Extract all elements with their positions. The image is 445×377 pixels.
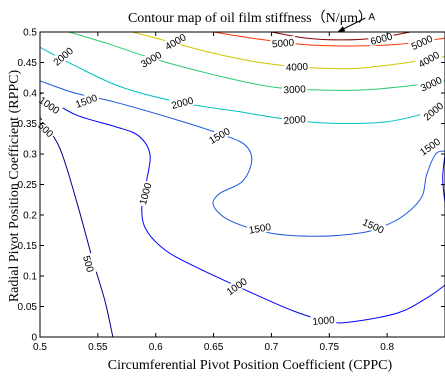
contour-label-5000: 5000 [272, 38, 296, 51]
contour-label-group-1500-2: 1500 [246, 220, 274, 237]
contour-label-group-3000-0: 3000 [137, 47, 165, 71]
annotation-label: A [368, 12, 375, 23]
contour-label-bg [36, 93, 64, 117]
contour-line-2000-0 [39, 46, 445, 125]
y-axis-ticks: 0 0.05 0.1 0.15 0.2 0.25 0.3 0.35 0.4 0.45 0.5 [18, 28, 445, 344]
x-tick-label: 0.65 [204, 342, 224, 353]
contour-label-1000: 1000 [312, 315, 336, 328]
contour-label-1500: 1500 [248, 222, 272, 237]
contour-label-bg [81, 252, 97, 275]
contour-label-group-1000-3: 1000 [310, 313, 337, 328]
contour-line-5000-0 [213, 31, 445, 47]
y-tick-label: 0 [31, 333, 37, 344]
contour-label-bg [72, 90, 100, 110]
contour-line-1500-0 [39, 80, 445, 237]
contour-label-group-2000-1: 2000 [168, 93, 196, 112]
contour-label-2000: 2000 [170, 95, 195, 111]
y-axis-label: Radial Pivot Position Coefficient (RPPC) [7, 70, 22, 303]
contour-label-bg [161, 30, 189, 53]
contour-label-bg [136, 179, 154, 208]
contour-label-bg [281, 112, 308, 126]
annotation-a: A [337, 12, 375, 32]
contour-label-group-1500-3: 1500 [359, 215, 388, 237]
contour-label-group-1500-1: 1500 [205, 124, 233, 147]
annotation-arrowhead [337, 26, 346, 32]
y-tick-label: 0.15 [18, 241, 38, 252]
contour-label-group-2000-3: 2000 [419, 98, 445, 124]
x-axis-ticks: 0.5 0.55 0.6 0.65 0.7 0.75 0.8 [33, 32, 395, 353]
contour-label-group-5000-0: 5000 [269, 35, 296, 51]
x-tick-label: 0.8 [380, 342, 394, 353]
chart-title: Contour map of oil film stiffness（N/μm） [128, 10, 372, 26]
contour-label-group-1500-4: 1500 [416, 134, 444, 159]
contour-label-bg [137, 47, 165, 71]
contour-label-group-1000-2: 1000 [222, 274, 250, 298]
contour-label-4000: 4000 [286, 62, 309, 74]
x-tick-label: 0.55 [88, 342, 108, 353]
contour-label-bg [281, 82, 308, 95]
contour-label-bg [359, 215, 388, 236]
contour-label-bg [246, 220, 274, 236]
y-tick-label: 0.35 [18, 119, 38, 130]
contour-label-group-1000-1: 1000 [136, 179, 155, 208]
contour-label-bg [416, 134, 444, 159]
contour-label-bg [407, 31, 436, 53]
y-tick-label: 0.2 [23, 211, 37, 222]
contour-label-bg [269, 35, 296, 50]
contour-label-group-500-1: 500 [80, 252, 97, 275]
y-tick-label: 0.4 [23, 89, 37, 100]
y-tick-label: 0.1 [23, 272, 37, 283]
contour-label-1000: 1000 [138, 181, 154, 206]
contour-label-bg [419, 98, 445, 124]
contour-label-bg [205, 124, 233, 147]
contour-label-3000: 3000 [283, 84, 306, 96]
contour-label-bg [222, 274, 250, 298]
contour-label-group-2000-2: 2000 [281, 112, 308, 127]
annotation-arrow [343, 17, 366, 30]
contour-label-5000: 5000 [410, 33, 435, 53]
y-tick-label: 0.5 [23, 28, 37, 39]
y-tick-label: 0.45 [18, 58, 38, 69]
contour-label-group-3000-2: 3000 [417, 73, 445, 95]
x-tick-label: 0.6 [149, 342, 163, 353]
contour-label-group-4000-1: 4000 [284, 60, 310, 74]
contour-lines [39, 31, 445, 338]
contour-label-group-500-0: 500 [35, 118, 57, 140]
contour-label-3000: 3000 [419, 75, 444, 95]
contour-label-group-4000-2: 4000 [414, 47, 443, 71]
y-tick-label: 0.05 [18, 302, 38, 313]
contour-label-bg [414, 47, 443, 71]
contour-label-bg [310, 313, 337, 327]
contour-label-group-4000-0: 4000 [161, 30, 189, 53]
contour-line-500-0 [39, 117, 114, 338]
contour-line-1000-0 [39, 92, 445, 324]
x-tick-label: 0.7 [264, 342, 278, 353]
contour-label-2000: 2000 [283, 114, 307, 127]
contour-label-bg [284, 60, 310, 73]
plot-frame [39, 31, 445, 338]
contour-label-group-1000-0: 1000 [36, 93, 64, 117]
contour-line-1000-1 [442, 153, 445, 203]
contour-label-bg [417, 73, 445, 94]
contour-label-group-3000-1: 3000 [281, 82, 308, 96]
contour-label-1500: 1500 [74, 93, 99, 111]
x-axis-label: Circumferential Pivot Position Coefficie… [108, 358, 393, 373]
contour-label-group-2000-0: 2000 [49, 43, 76, 69]
y-tick-label: 0.25 [18, 180, 38, 191]
y-tick-label: 0.3 [23, 150, 37, 161]
x-tick-label: 0.5 [33, 342, 47, 353]
contour-label-500: 500 [80, 255, 95, 274]
contour-label-group-5000-1: 5000 [407, 31, 436, 53]
contour-label-bg [49, 43, 76, 69]
x-tick-label: 0.75 [320, 342, 340, 353]
contour-label-bg [367, 29, 395, 47]
contour-label-1500: 1500 [360, 217, 385, 237]
contour-line-3000-0 [68, 31, 445, 91]
contour-label-bg [168, 93, 196, 111]
